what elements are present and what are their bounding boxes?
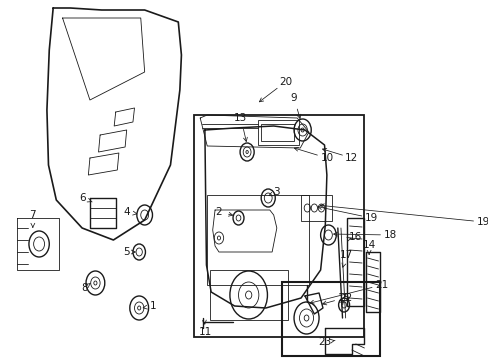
- Text: 1: 1: [150, 301, 156, 311]
- Bar: [209, 270, 287, 320]
- Text: 19: 19: [364, 213, 377, 223]
- Text: 7: 7: [29, 210, 36, 220]
- Bar: [301, 195, 332, 221]
- Bar: [281, 282, 379, 356]
- Text: 19: 19: [476, 217, 488, 227]
- Text: 10: 10: [320, 153, 333, 163]
- Text: 5: 5: [123, 247, 130, 257]
- Text: 6: 6: [80, 193, 86, 203]
- Text: 9: 9: [290, 93, 297, 103]
- Text: 23: 23: [318, 337, 331, 347]
- Text: 17: 17: [339, 250, 352, 260]
- Text: 11: 11: [199, 327, 212, 337]
- Bar: [207, 195, 308, 285]
- Bar: [346, 218, 364, 306]
- Text: 13: 13: [234, 113, 247, 123]
- Text: 2: 2: [215, 207, 222, 217]
- Text: 20: 20: [278, 77, 291, 87]
- Bar: [261, 124, 293, 141]
- Bar: [258, 120, 298, 145]
- Text: 22: 22: [338, 293, 351, 303]
- Bar: [194, 115, 364, 337]
- Text: 8: 8: [81, 283, 87, 293]
- Text: 14: 14: [362, 240, 375, 250]
- Text: 15: 15: [337, 293, 350, 303]
- Text: 21: 21: [374, 280, 387, 290]
- Text: 18: 18: [383, 230, 396, 240]
- Text: 16: 16: [348, 232, 362, 242]
- Text: 3: 3: [273, 187, 280, 197]
- Text: 4: 4: [123, 207, 130, 217]
- Text: 12: 12: [345, 153, 358, 163]
